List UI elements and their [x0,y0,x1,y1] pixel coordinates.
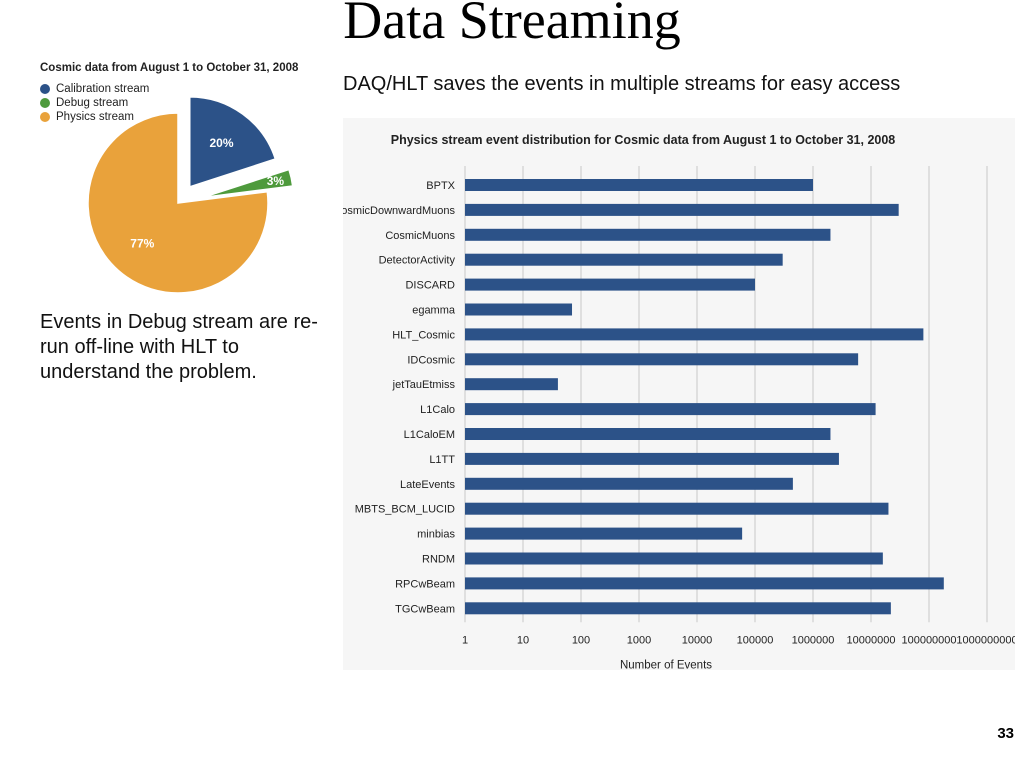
pie-chart: 20% 3% 77% [87,96,294,294]
legend-label: Physics stream [56,111,134,123]
legend-swatch-calibration [40,84,50,94]
bar-l1calo [465,403,876,416]
page-number: 33 [997,725,1014,742]
x-tick-label: 1000 [627,634,651,646]
pie-slice-label: 77% [130,237,154,251]
slide-subheading: DAQ/HLT saves the events in multiple str… [343,73,901,95]
bar-idcosmic [465,353,859,366]
category-label: jetTauEtmiss [392,379,456,391]
bar-l1tt [465,452,839,465]
bar-chart-panel: Physics stream event distribution for Co… [343,118,1015,670]
x-tick-label: 10000000 [847,634,896,646]
x-tick-label: 1 [462,634,468,646]
pie-slice-label: 3% [267,174,285,188]
x-tick-label: 10000 [682,634,713,646]
debug-stream-note: Events in Debug stream are re-run off-li… [40,311,318,383]
bar-rpcwbeam [465,577,944,590]
legend-label: Debug stream [56,97,129,109]
bar-chart-title: Physics stream event distribution for Co… [391,133,896,147]
slide-title: Data Streaming [343,0,681,50]
category-label: L1TT [429,454,455,466]
category-label: DetectorActivity [379,255,456,267]
pie-slice-calibration-stream [189,96,277,188]
category-label: TGCwBeam [395,603,455,615]
bar-hlt_cosmic [465,328,924,341]
x-tick-label: 10 [517,634,529,646]
category-label: L1CaloEM [404,429,455,441]
bar-cosmicdownwardmuons [465,203,899,216]
pie-slice-label: 20% [209,136,233,150]
category-label: RPCwBeam [395,578,455,590]
legend-item-physics: Physics stream [40,110,149,124]
bar-bptx [465,179,813,191]
bar-lateevents [465,477,793,490]
bar-l1caloem [465,428,831,440]
legend-swatch-physics [40,112,50,122]
x-tick-label: 100 [572,634,590,646]
x-axis-label: Number of Events [620,659,712,670]
x-tick-label: 100000000 [901,634,956,646]
legend-item-debug: Debug stream [40,96,149,110]
category-label: CosmicDownwardMuons [343,205,455,217]
bar-mbts_bcm_lucid [465,502,889,515]
category-label: LateEvents [400,479,456,491]
bar-discard [465,278,755,291]
category-label: DISCARD [405,280,455,292]
x-tick-label: 1000000000 [956,634,1015,646]
bar-chart: Physics stream event distribution for Co… [343,133,1015,670]
legend-item-calibration: Calibration stream [40,82,149,96]
legend-label: Calibration stream [56,83,150,95]
bar-rndm [465,552,883,565]
legend-swatch-debug [40,98,50,108]
pie-slice-debug-stream [203,168,294,199]
category-label: HLT_Cosmic [392,329,455,341]
bar-tgcwbeam [465,602,891,615]
category-label: RNDM [422,554,455,566]
category-label: BPTX [426,180,455,192]
bar-cosmicmuons [465,228,831,241]
bar-minbias [465,527,743,540]
x-tick-label: 1000000 [792,634,835,646]
bar-jettauetmiss [465,378,558,391]
bar-detectoractivity [465,253,783,266]
category-label: IDCosmic [407,354,455,366]
category-label: egamma [412,305,456,317]
pie-chart-panel: 20% 3% 77% Cosmic data from August 1 to Oc… [28,58,328,298]
x-tick-label: 100000 [737,634,774,646]
pie-slice-physics-stream [87,112,269,294]
bar-egamma [465,303,573,316]
pie-legend: Calibration stream Debug stream Physics … [40,82,149,124]
category-label: MBTS_BCM_LUCID [355,504,455,516]
category-label: minbias [417,529,455,541]
category-label: CosmicMuons [385,230,455,242]
category-label: L1Calo [420,404,455,416]
pie-chart-title: Cosmic data from August 1 to October 31,… [40,62,299,74]
